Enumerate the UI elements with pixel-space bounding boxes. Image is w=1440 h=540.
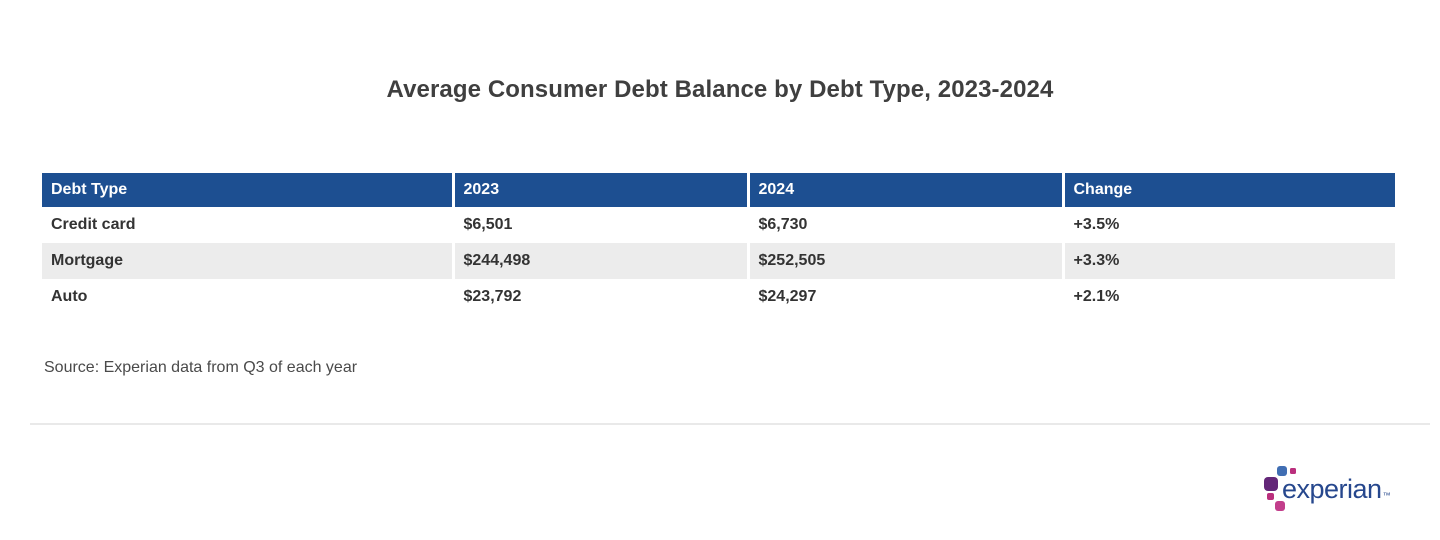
- logo-block-purple-icon: [1264, 477, 1278, 491]
- cell-2023-value: $6,501: [451, 207, 748, 243]
- cell-change-value: +2.1%: [1061, 279, 1395, 315]
- experian-wordmark: experian™: [1282, 474, 1391, 504]
- cell-2024-value: $252,505: [746, 243, 1063, 279]
- experian-wordmark-text: experian: [1282, 474, 1382, 504]
- cell-2024-value: $6,730: [746, 207, 1063, 243]
- footer-divider: [30, 423, 1430, 425]
- logo-block-pink-medium-icon: [1275, 501, 1285, 511]
- trademark-symbol: ™: [1382, 491, 1391, 500]
- cell-debt-type: Credit card: [42, 207, 453, 243]
- table-row-auto: Auto $23,792 $24,297 +2.1%: [42, 279, 1395, 315]
- page-title: Average Consumer Debt Balance by Debt Ty…: [386, 76, 1054, 103]
- cell-2023-value: $23,792: [451, 279, 748, 315]
- cell-2023-value: $244,498: [451, 243, 748, 279]
- cell-debt-type: Mortgage: [42, 243, 453, 279]
- logo-block-magenta-small-top-icon: [1290, 468, 1296, 474]
- source-note: Source: Experian data from Q3 of each ye…: [44, 359, 358, 376]
- experian-logo: experian™: [1263, 449, 1403, 517]
- debt-table: Debt Type 2023 2024 Change Credit card $…: [42, 173, 1395, 315]
- cell-change-value: +3.3%: [1061, 243, 1395, 279]
- logo-block-blue-icon: [1277, 466, 1287, 476]
- column-header-2023: 2023: [451, 173, 748, 207]
- cell-change-value: +3.5%: [1061, 207, 1395, 243]
- cell-debt-type: Auto: [42, 279, 453, 315]
- cell-2024-value: $24,297: [746, 279, 1063, 315]
- column-header-change: Change: [1061, 173, 1395, 207]
- column-header-debt-type: Debt Type: [42, 173, 453, 207]
- table-header-row: Debt Type 2023 2024 Change: [42, 173, 1395, 207]
- table-row-credit-card: Credit card $6,501 $6,730 +3.5%: [42, 207, 1395, 243]
- logo-block-magenta-small-bottom-icon: [1267, 493, 1274, 500]
- table-row-mortgage: Mortgage $244,498 $252,505 +3.3%: [42, 243, 1395, 279]
- column-header-2024: 2024: [746, 173, 1063, 207]
